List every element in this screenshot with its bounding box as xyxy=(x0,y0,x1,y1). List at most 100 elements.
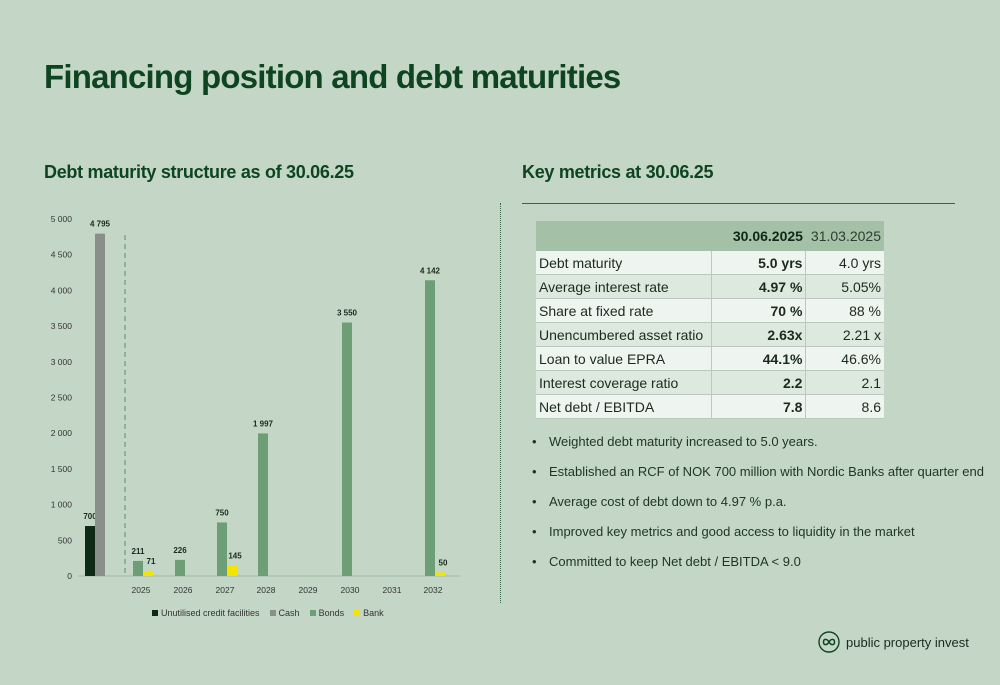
metrics-row-previous: 88 % xyxy=(805,298,884,323)
bar-cash xyxy=(95,233,105,576)
legend-label: Bank xyxy=(363,608,384,618)
bar-bonds xyxy=(217,522,227,576)
chart-legend: Unutilised credit facilities Cash Bonds Ban… xyxy=(152,608,384,618)
highlight-text: Improved key metrics and good access to … xyxy=(549,524,915,539)
metrics-row-previous: 5.05% xyxy=(805,274,884,299)
metrics-row-previous: 2.21 x xyxy=(805,322,884,347)
bullet-icon: • xyxy=(532,464,537,479)
legend-label: Cash xyxy=(278,608,300,618)
bar-bank xyxy=(435,572,445,576)
metrics-row-label: Interest coverage ratio xyxy=(536,370,712,395)
metrics-row: Loan to value EPRA 44.1% 46.6% xyxy=(536,346,884,371)
bullet-icon: • xyxy=(532,524,537,539)
metrics-row: Share at fixed rate 70 % 88 % xyxy=(536,298,884,323)
legend-item: Bonds xyxy=(309,608,345,618)
section-divider xyxy=(500,203,501,603)
data-label: 750 xyxy=(215,508,229,517)
legend-label: Unutilised credit facilities xyxy=(161,608,260,618)
metrics-row-previous: 46.6% xyxy=(805,346,884,371)
y-tick-label: 1 500 xyxy=(51,464,73,474)
data-label: 71 xyxy=(147,557,156,566)
data-label: 226 xyxy=(173,546,187,555)
x-tick-label: 2028 xyxy=(257,585,276,595)
data-label: 211 xyxy=(132,547,145,556)
y-tick-label: 4 000 xyxy=(51,285,73,295)
metrics-row-label: Share at fixed rate xyxy=(536,298,712,323)
metrics-row-label: Loan to value EPRA xyxy=(536,346,712,371)
y-tick-label: 3 000 xyxy=(51,357,73,367)
bullet-icon: • xyxy=(532,494,537,509)
legend-item: Unutilised credit facilities xyxy=(152,608,260,618)
highlight-text: Average cost of debt down to 4.97 % p.a. xyxy=(549,494,787,509)
highlight-item: • Weighted debt maturity increased to 5.0… xyxy=(532,434,984,464)
x-tick-label: 2032 xyxy=(424,585,443,595)
key-metrics-table: 30.06.2025 31.03.2025 Debt maturity 5.0 y… xyxy=(536,221,884,419)
legend-swatch xyxy=(152,610,158,616)
x-tick-label: 2030 xyxy=(341,585,360,595)
metrics-row-label: Average interest rate xyxy=(536,274,712,299)
bar-unutilised-credit-facilities xyxy=(85,526,95,576)
data-label: 3 550 xyxy=(337,309,358,318)
bar-bonds xyxy=(342,322,352,576)
metrics-row: Unencumbered asset ratio 2.63x 2.21 x xyxy=(536,322,884,347)
highlight-item: • Committed to keep Net debt / EBITDA < 9… xyxy=(532,554,984,584)
x-tick-label: 2031 xyxy=(383,585,402,595)
data-label: 1 997 xyxy=(253,419,274,428)
legend-swatch xyxy=(354,610,361,616)
metrics-header-row: 30.06.2025 31.03.2025 xyxy=(536,221,884,251)
legend-label: Bonds xyxy=(318,608,345,618)
metrics-header-current: 30.06.2025 xyxy=(711,221,806,251)
highlight-text: Weighted debt maturity increased to 5.0 … xyxy=(549,434,818,449)
legend-swatch xyxy=(269,610,276,616)
legend-item: Cash xyxy=(269,608,300,618)
metrics-row-previous: 4.0 yrs xyxy=(805,251,884,275)
x-tick-label: 2026 xyxy=(174,585,193,595)
metrics-title-rule xyxy=(522,203,955,204)
metrics-row-current: 2.63x xyxy=(711,322,807,347)
highlight-item: • Established an RCF of NOK 700 million w… xyxy=(532,464,984,494)
legend-item: Bank xyxy=(354,608,384,618)
metrics-header-previous: 31.03.2025 xyxy=(805,221,884,251)
metrics-title: Key metrics at 30.06.25 xyxy=(522,162,714,182)
highlights-list: • Weighted debt maturity increased to 5.0… xyxy=(532,434,984,584)
infinity-logo-icon xyxy=(818,631,840,653)
y-tick-label: 3 500 xyxy=(51,321,73,331)
x-tick-label: 2029 xyxy=(299,585,318,595)
x-tick-label: 2025 xyxy=(132,585,151,595)
legend-swatch xyxy=(309,610,316,616)
page-title: Financing position and debt maturities xyxy=(44,58,621,95)
y-tick-label: 500 xyxy=(58,535,72,545)
metrics-row-current: 70 % xyxy=(711,298,807,323)
bar-bonds xyxy=(175,559,185,576)
bullet-icon: • xyxy=(532,554,537,569)
metrics-row-current: 5.0 yrs xyxy=(711,251,807,275)
metrics-row-label: Debt maturity xyxy=(536,251,712,275)
chart-title: Debt maturity structure as of 30.06.25 xyxy=(44,162,354,182)
metrics-row-current: 7.8 xyxy=(711,394,807,419)
metrics-row: Average interest rate 4.97 % 5.05% xyxy=(536,274,884,299)
company-logo: public property invest xyxy=(818,631,969,653)
metrics-row-label: Net debt / EBITDA xyxy=(536,394,712,419)
metrics-row: Net debt / EBITDA 7.8 8.6 xyxy=(536,394,884,419)
logo-text: public property invest xyxy=(846,634,969,650)
y-tick-label: 2 500 xyxy=(51,393,73,403)
bar-bonds xyxy=(258,433,268,576)
y-tick-label: 1 000 xyxy=(51,500,73,510)
bar-bonds xyxy=(133,560,143,576)
y-tick-label: 5 000 xyxy=(51,214,73,224)
y-tick-label: 4 500 xyxy=(51,250,73,260)
y-tick-label: 2 000 xyxy=(51,428,73,438)
highlight-item: • Average cost of debt down to 4.97 % p.a… xyxy=(532,494,984,524)
metrics-row: Interest coverage ratio 2.2 2.1 xyxy=(536,370,884,395)
metrics-row: Debt maturity 5.0 yrs 4.0 yrs xyxy=(536,251,884,275)
data-label: 4 142 xyxy=(420,266,441,275)
highlight-text: Committed to keep Net debt / EBITDA < 9.… xyxy=(549,554,801,569)
debt-maturity-chart: 0 500 1 000 1 500 2 000 2 500 3 000 3 500 4 000 4… xyxy=(51,214,460,595)
metrics-row-current: 44.1% xyxy=(711,346,807,371)
bullet-icon: • xyxy=(532,434,537,449)
bar-bank xyxy=(227,565,237,576)
data-label: 700 xyxy=(83,512,97,521)
metrics-row-label: Unencumbered asset ratio xyxy=(536,322,712,347)
data-label: 145 xyxy=(228,552,242,561)
highlight-text: Established an RCF of NOK 700 million wi… xyxy=(549,464,984,479)
